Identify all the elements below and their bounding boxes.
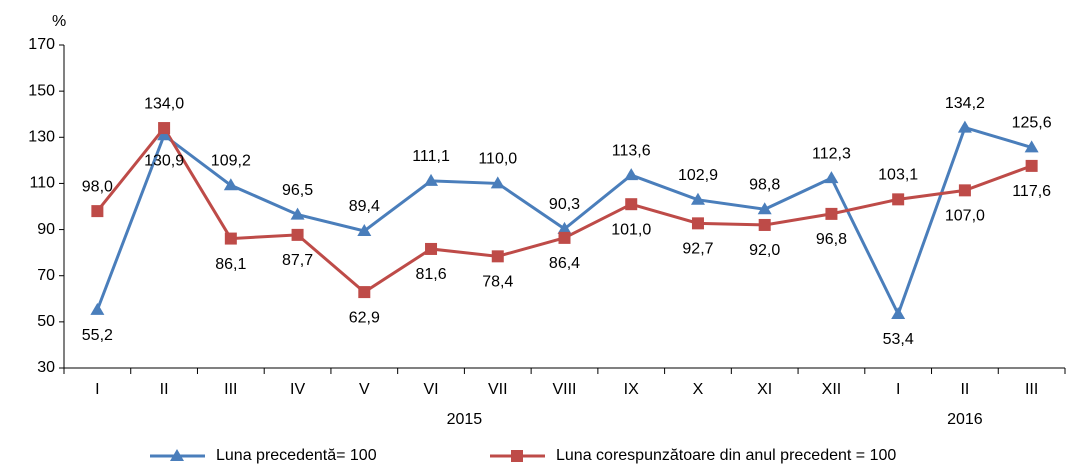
data-label: 96,8 (816, 231, 847, 248)
marker (490, 176, 505, 189)
marker (357, 223, 372, 236)
x-tick-label: II (160, 381, 169, 398)
data-label: 107,0 (945, 208, 985, 225)
marker (757, 202, 772, 215)
data-label: 110,0 (478, 151, 517, 168)
data-label: 134,2 (945, 95, 985, 112)
group-label: 2016 (947, 411, 983, 428)
x-tick-label: I (95, 381, 99, 398)
marker (158, 122, 171, 135)
data-label: 86,4 (549, 255, 580, 272)
data-label: 89,4 (349, 198, 380, 215)
data-label: 134,0 (144, 95, 184, 112)
marker (958, 184, 971, 197)
legend-label: Luna corespunzătoare din anul precedent … (556, 447, 896, 464)
data-label: 92,0 (749, 242, 780, 259)
data-label: 53,4 (883, 331, 914, 348)
data-label: 103,1 (878, 167, 918, 184)
marker (825, 207, 838, 220)
marker (290, 207, 305, 220)
marker (491, 250, 504, 263)
marker (891, 307, 906, 320)
data-label: 62,9 (349, 309, 380, 326)
y-tick-label: 90 (37, 221, 55, 238)
data-label: 98,0 (82, 178, 113, 195)
y-tick-label: 150 (28, 82, 55, 99)
marker (91, 205, 104, 218)
x-tick-label: XI (757, 381, 772, 398)
data-label: 92,7 (682, 241, 713, 258)
legend-marker (511, 450, 523, 462)
data-label: 86,1 (215, 256, 246, 273)
marker (557, 221, 572, 234)
data-label: 102,9 (678, 167, 718, 184)
y-tick-label: 30 (37, 359, 55, 376)
data-label: 112,3 (812, 145, 851, 162)
marker (291, 228, 304, 241)
x-tick-label: III (1025, 381, 1038, 398)
y-tick-label: 70 (37, 267, 55, 284)
data-label: 125,6 (1012, 115, 1052, 132)
marker (425, 242, 438, 255)
x-tick-label: IV (290, 381, 305, 398)
x-tick-label: II (960, 381, 969, 398)
x-tick-label: III (224, 381, 237, 398)
marker (224, 232, 237, 245)
x-tick-label: VI (423, 381, 438, 398)
y-unit: % (52, 13, 66, 30)
x-tick-label: VII (488, 381, 508, 398)
marker (824, 171, 839, 184)
group-label: 2015 (447, 411, 483, 428)
legend-marker (170, 449, 184, 461)
y-tick-label: 110 (29, 175, 55, 192)
legend-label: Luna precedentă= 100 (216, 447, 377, 464)
data-label: 130,9 (144, 152, 184, 169)
marker (691, 217, 704, 230)
marker (558, 231, 571, 244)
marker (358, 286, 371, 299)
marker (157, 128, 172, 141)
data-label: 78,4 (482, 274, 513, 291)
marker (758, 218, 771, 231)
data-label: 98,8 (749, 176, 780, 193)
data-label: 117,6 (1012, 183, 1051, 200)
data-label: 81,6 (415, 266, 446, 283)
x-tick-label: IX (624, 381, 639, 398)
x-tick-label: VIII (552, 381, 576, 398)
y-tick-label: 170 (28, 36, 55, 53)
y-tick-label: 50 (37, 313, 55, 330)
y-tick-label: 130 (28, 129, 55, 146)
data-label: 109,2 (211, 152, 251, 169)
marker (424, 173, 439, 186)
marker (957, 120, 972, 133)
data-label: 90,3 (549, 196, 580, 213)
x-tick-label: X (693, 381, 704, 398)
marker (690, 192, 705, 205)
marker (624, 168, 639, 181)
data-label: 101,0 (611, 221, 651, 238)
data-label: 96,5 (282, 182, 313, 199)
marker (223, 178, 238, 191)
x-tick-label: XII (822, 381, 842, 398)
data-label: 113,6 (612, 142, 651, 159)
data-label: 87,7 (282, 252, 313, 269)
data-label: 111,1 (412, 148, 450, 165)
marker (892, 193, 905, 206)
marker (625, 198, 638, 211)
marker (90, 302, 105, 315)
x-tick-label: I (896, 381, 900, 398)
x-tick-label: V (359, 381, 370, 398)
marker (1025, 159, 1038, 172)
marker (1024, 140, 1039, 153)
data-label: 55,2 (82, 327, 113, 344)
